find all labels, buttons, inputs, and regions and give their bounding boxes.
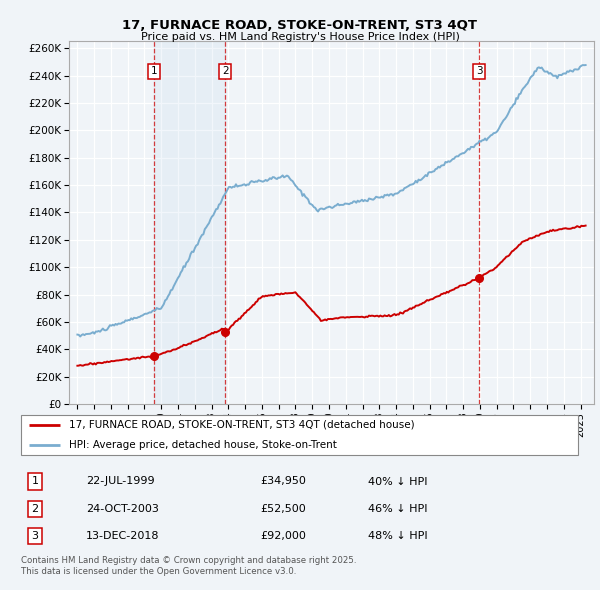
Bar [154, 41, 226, 404]
Text: 2: 2 [222, 67, 229, 77]
Text: 48% ↓ HPI: 48% ↓ HPI [368, 531, 427, 541]
Text: £52,500: £52,500 [260, 504, 306, 514]
Text: 40% ↓ HPI: 40% ↓ HPI [368, 477, 427, 487]
Text: 2: 2 [31, 504, 38, 514]
Text: 17, FURNACE ROAD, STOKE-ON-TRENT, ST3 4QT (detached house): 17, FURNACE ROAD, STOKE-ON-TRENT, ST3 4Q… [69, 420, 415, 430]
Text: HPI: Average price, detached house, Stoke-on-Trent: HPI: Average price, detached house, Stok… [69, 440, 337, 450]
Text: 1: 1 [31, 477, 38, 487]
Text: 3: 3 [31, 531, 38, 541]
Text: 46% ↓ HPI: 46% ↓ HPI [368, 504, 427, 514]
Text: 24-OCT-2003: 24-OCT-2003 [86, 504, 158, 514]
FancyBboxPatch shape [21, 415, 578, 455]
Text: 17, FURNACE ROAD, STOKE-ON-TRENT, ST3 4QT: 17, FURNACE ROAD, STOKE-ON-TRENT, ST3 4Q… [122, 19, 478, 32]
Text: 22-JUL-1999: 22-JUL-1999 [86, 477, 154, 487]
Text: £92,000: £92,000 [260, 531, 307, 541]
Text: Price paid vs. HM Land Registry's House Price Index (HPI): Price paid vs. HM Land Registry's House … [140, 32, 460, 42]
Text: 13-DEC-2018: 13-DEC-2018 [86, 531, 159, 541]
Text: £34,950: £34,950 [260, 477, 307, 487]
Text: Contains HM Land Registry data © Crown copyright and database right 2025.
This d: Contains HM Land Registry data © Crown c… [21, 556, 356, 576]
Text: 1: 1 [151, 67, 157, 77]
Text: 3: 3 [476, 67, 482, 77]
